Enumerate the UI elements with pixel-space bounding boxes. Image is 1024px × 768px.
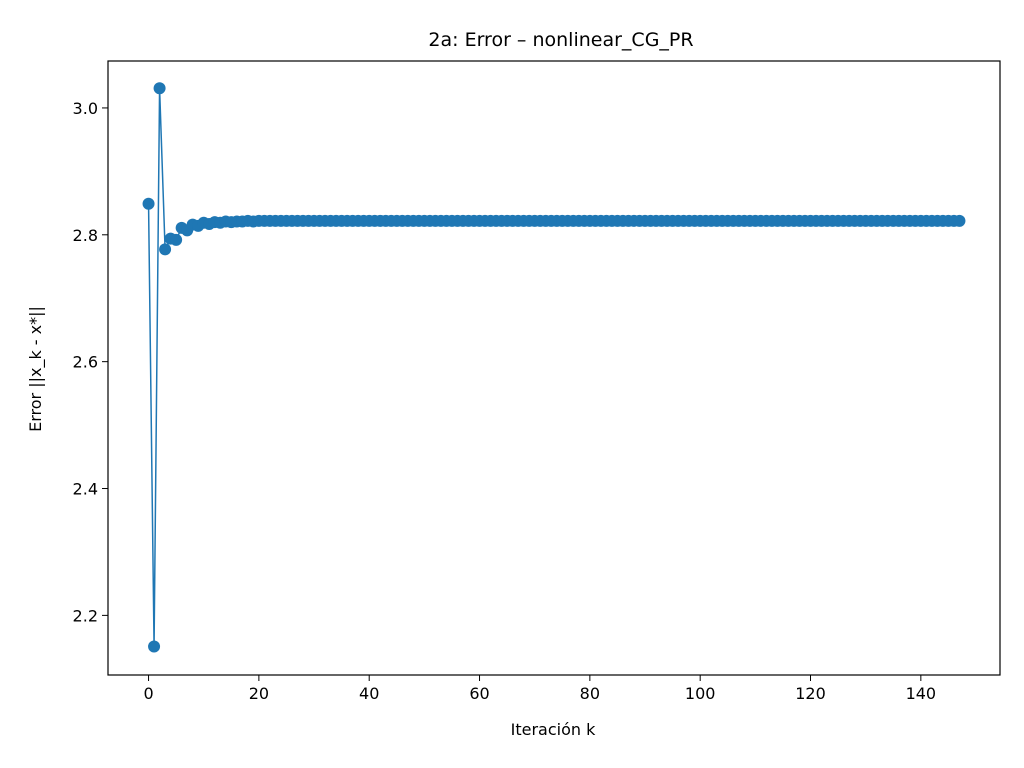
x-axis-ticks: 0 20 40 60 80 100 120 140 (143, 675, 936, 703)
axes-frame (107, 60, 1001, 676)
y-tick-label: 2.2 (73, 606, 98, 625)
data-point (159, 243, 172, 256)
data-point (953, 214, 966, 227)
x-tick-label: 0 (143, 684, 153, 703)
y-tick-label: 2.4 (73, 480, 98, 499)
x-tick-label: 60 (469, 684, 489, 703)
plot-area (142, 82, 966, 653)
y-axis-ticks: 2.2 2.4 2.6 2.8 3.0 (73, 99, 108, 625)
x-tick-label: 120 (795, 684, 826, 703)
y-tick-label: 2.8 (73, 226, 98, 245)
x-axis-label: Iteración k (511, 720, 596, 739)
chart-title: 2a: Error – nonlinear_CG_PR (428, 29, 693, 51)
data-point (170, 233, 183, 246)
x-tick-label: 20 (249, 684, 269, 703)
x-tick-label: 80 (580, 684, 600, 703)
data-point (148, 640, 161, 653)
data-point (142, 197, 155, 210)
x-tick-label: 40 (359, 684, 379, 703)
x-tick-label: 140 (906, 684, 937, 703)
data-point (153, 82, 166, 95)
y-axis-label: Error ||x_k - x*|| (26, 306, 46, 432)
x-tick-label: 100 (685, 684, 716, 703)
y-tick-label: 3.0 (73, 99, 98, 118)
y-tick-label: 2.6 (73, 353, 98, 372)
